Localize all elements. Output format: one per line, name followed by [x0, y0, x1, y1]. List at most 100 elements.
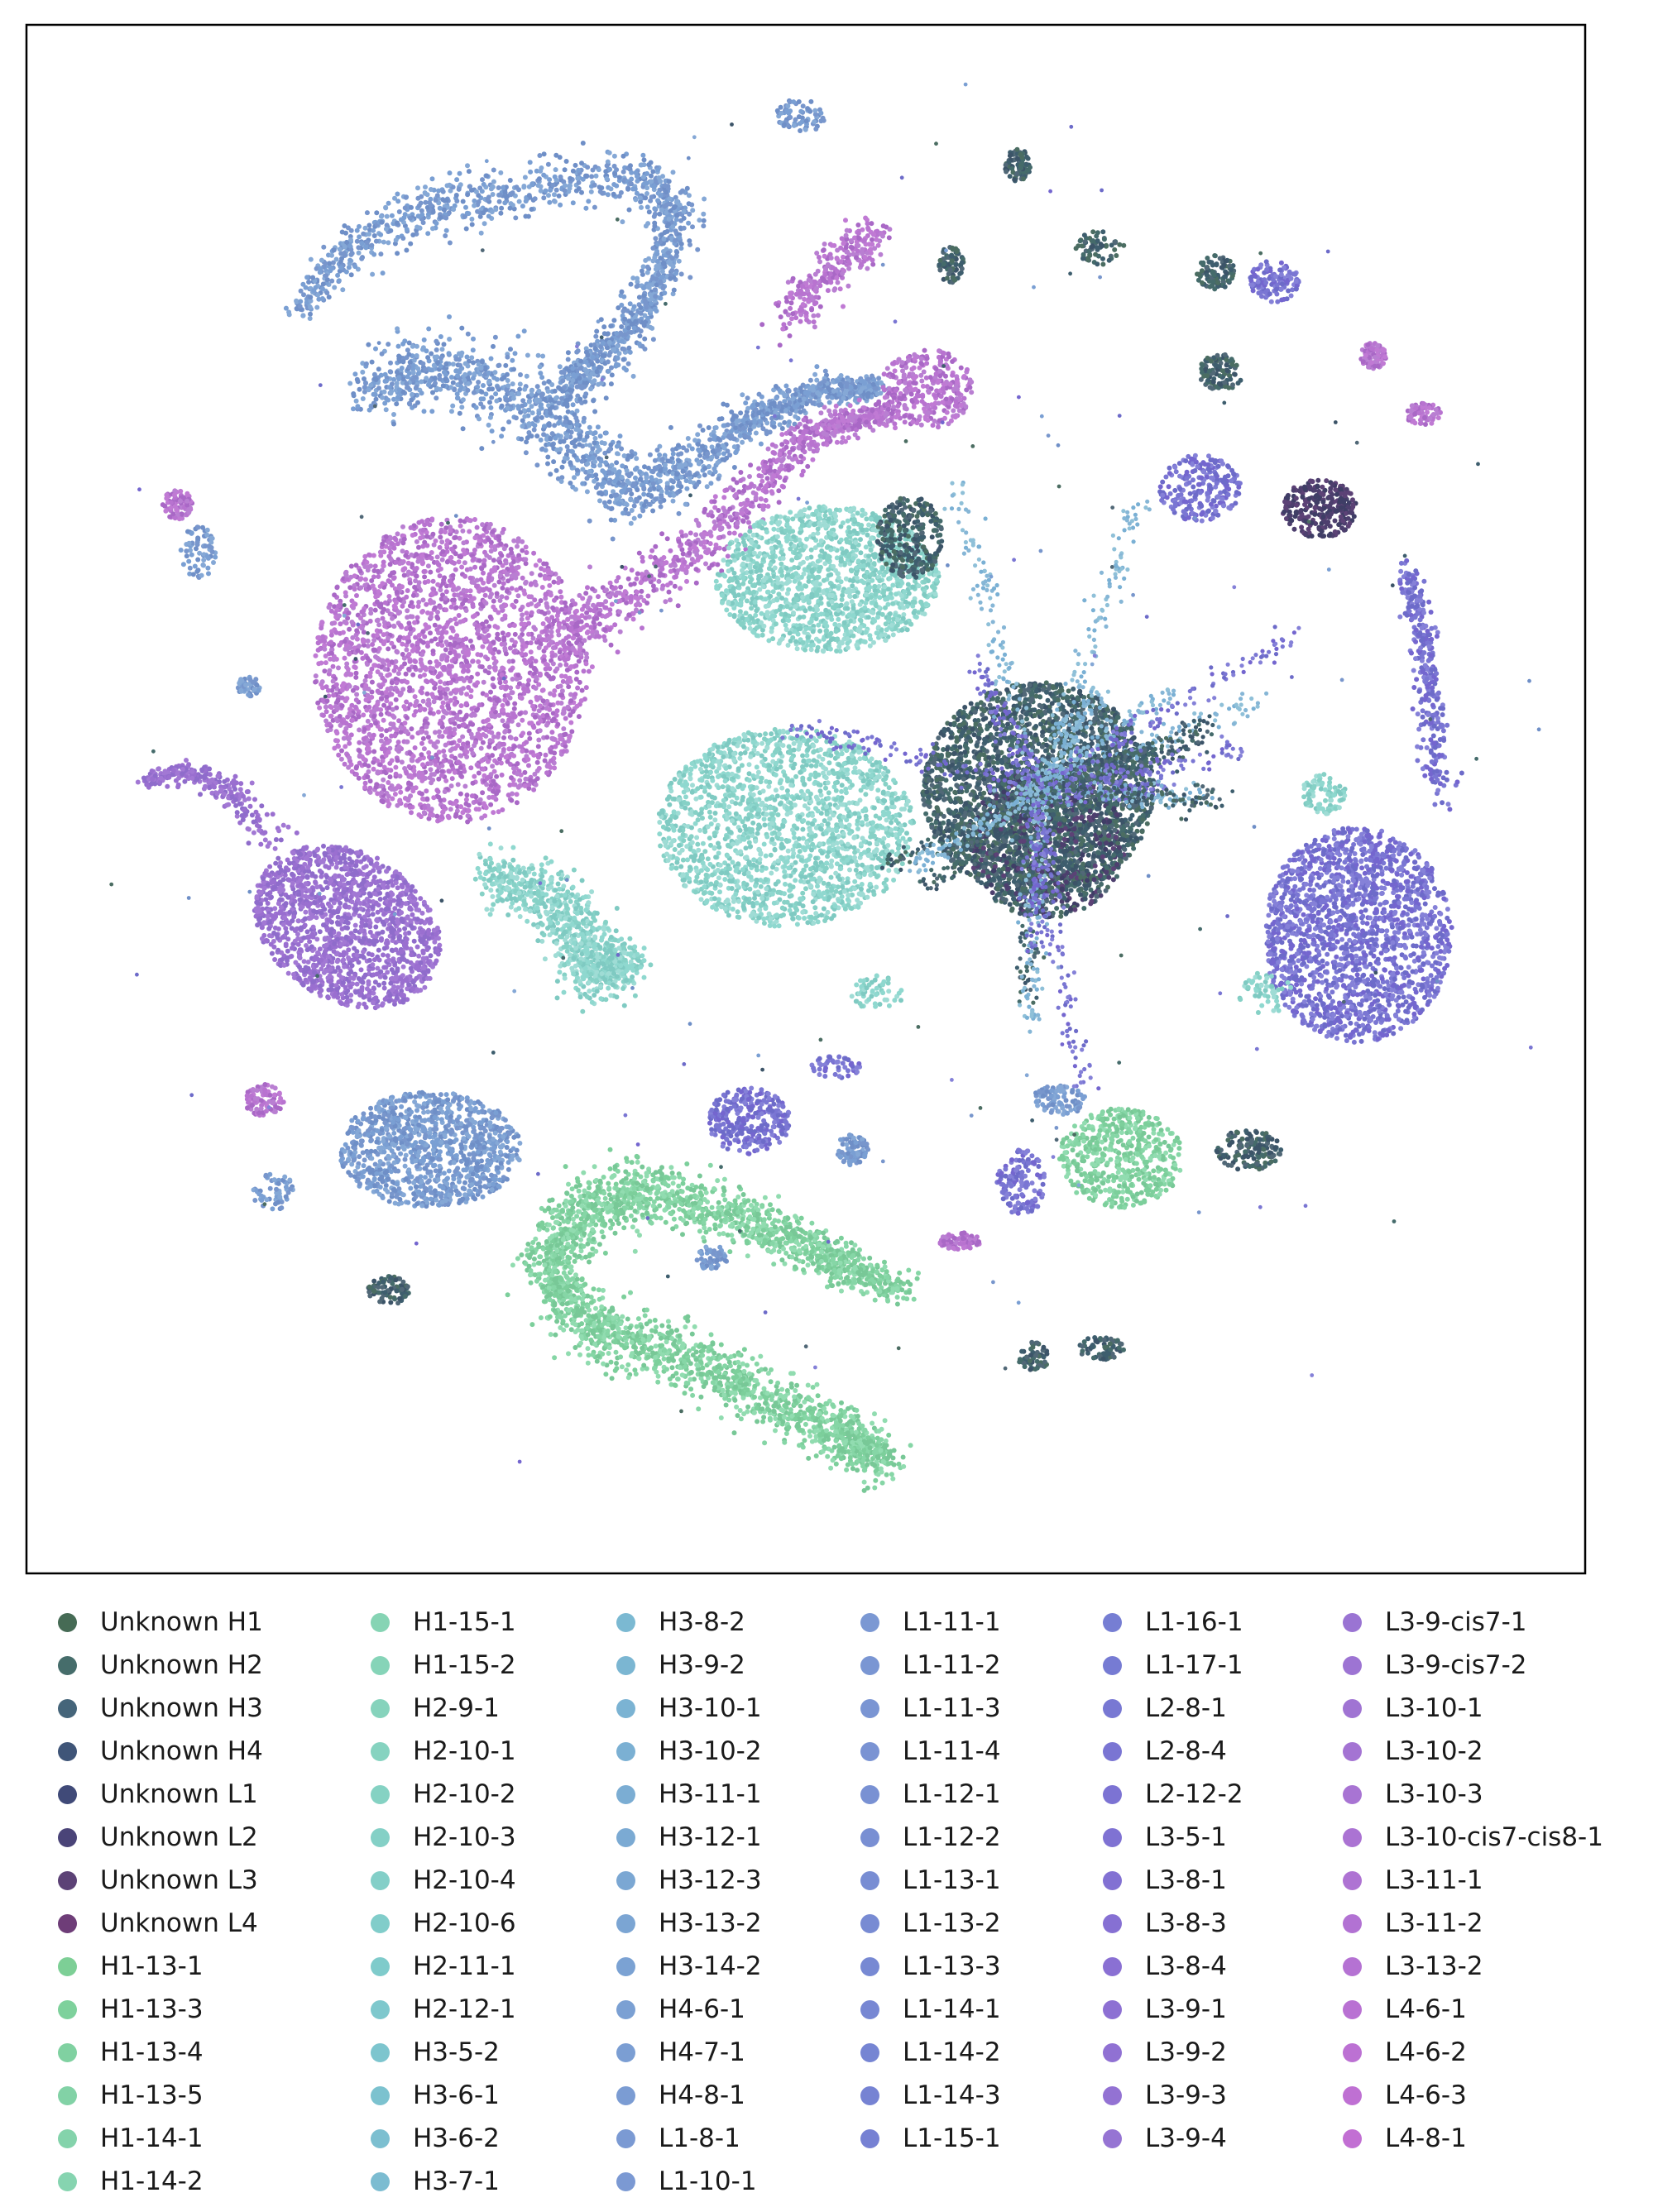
data-point — [186, 540, 192, 546]
data-point — [676, 443, 681, 448]
data-point — [659, 207, 664, 213]
data-point — [451, 207, 457, 213]
data-point — [534, 603, 539, 609]
data-point — [643, 195, 649, 201]
data-point — [420, 762, 425, 768]
data-point — [470, 780, 476, 786]
data-point — [601, 500, 607, 505]
data-point — [587, 518, 592, 524]
data-point — [371, 749, 377, 754]
data-point — [286, 309, 292, 315]
scatter-points — [109, 82, 1541, 1493]
data-point — [392, 195, 397, 201]
data-point — [490, 529, 496, 534]
data-point — [874, 391, 880, 397]
data-point — [497, 680, 503, 686]
data-point — [716, 416, 722, 422]
data-point — [461, 722, 467, 727]
data-point — [463, 204, 468, 210]
data-point — [512, 701, 518, 706]
data-point — [379, 219, 385, 225]
data-point — [632, 467, 638, 472]
data-point — [533, 417, 539, 423]
data-point — [434, 658, 439, 664]
data-point — [745, 405, 751, 411]
data-point — [595, 424, 601, 430]
data-point — [604, 176, 610, 181]
data-point — [491, 639, 496, 645]
data-point — [430, 578, 436, 584]
data-point — [504, 595, 510, 601]
data-point — [404, 381, 410, 387]
data-point — [689, 202, 695, 208]
data-point — [572, 475, 577, 481]
data-point — [773, 384, 779, 389]
data-point — [352, 587, 357, 592]
data-point — [443, 227, 449, 233]
data-point — [384, 213, 390, 219]
data-point — [319, 296, 325, 301]
data-point — [505, 371, 510, 377]
data-point — [353, 563, 359, 568]
data-point — [501, 426, 506, 432]
data-point — [384, 223, 390, 228]
data-point — [617, 433, 623, 439]
data-point — [300, 281, 306, 287]
data-point — [740, 418, 746, 424]
data-point — [520, 612, 525, 618]
data-point — [510, 677, 515, 682]
data-point — [600, 340, 606, 346]
data-point — [585, 165, 591, 170]
data-point — [337, 247, 343, 252]
data-point — [644, 204, 650, 210]
data-point — [614, 460, 620, 466]
data-point — [553, 744, 558, 749]
data-point — [425, 355, 431, 361]
data-point — [697, 423, 702, 429]
data-point — [601, 353, 607, 358]
data-point — [611, 191, 616, 197]
data-point — [639, 162, 644, 168]
data-point — [492, 370, 498, 376]
data-point — [552, 199, 558, 204]
data-point — [625, 325, 631, 331]
data-point — [587, 424, 592, 430]
data-point — [536, 388, 542, 394]
data-point — [515, 404, 521, 409]
data-point — [369, 242, 375, 248]
data-point — [405, 679, 410, 685]
data-point — [400, 687, 406, 692]
data-point — [592, 346, 598, 352]
data-point — [455, 782, 461, 788]
data-point — [764, 420, 770, 426]
data-point — [593, 333, 599, 339]
data-point — [459, 350, 465, 356]
data-point — [543, 448, 549, 453]
data-point — [410, 343, 415, 349]
data-point — [666, 179, 672, 184]
data-point — [818, 110, 824, 116]
data-point — [750, 402, 756, 408]
data-point — [541, 424, 547, 429]
data-point — [844, 381, 850, 386]
data-point — [715, 460, 721, 466]
data-point — [541, 432, 547, 438]
data-point — [371, 233, 377, 238]
data-point — [369, 679, 375, 685]
data-point — [609, 462, 615, 468]
data-point — [642, 336, 648, 342]
data-point — [608, 323, 614, 329]
data-point — [728, 429, 734, 434]
data-point — [563, 716, 568, 721]
data-point — [545, 389, 551, 394]
data-point — [683, 501, 688, 507]
data-point — [386, 594, 392, 599]
data-point — [416, 812, 422, 817]
data-point — [396, 387, 402, 393]
data-point — [583, 391, 589, 397]
data-point — [346, 764, 352, 770]
data-point — [558, 683, 563, 689]
data-point — [695, 432, 701, 438]
data-point — [366, 387, 371, 393]
data-point — [391, 668, 397, 673]
